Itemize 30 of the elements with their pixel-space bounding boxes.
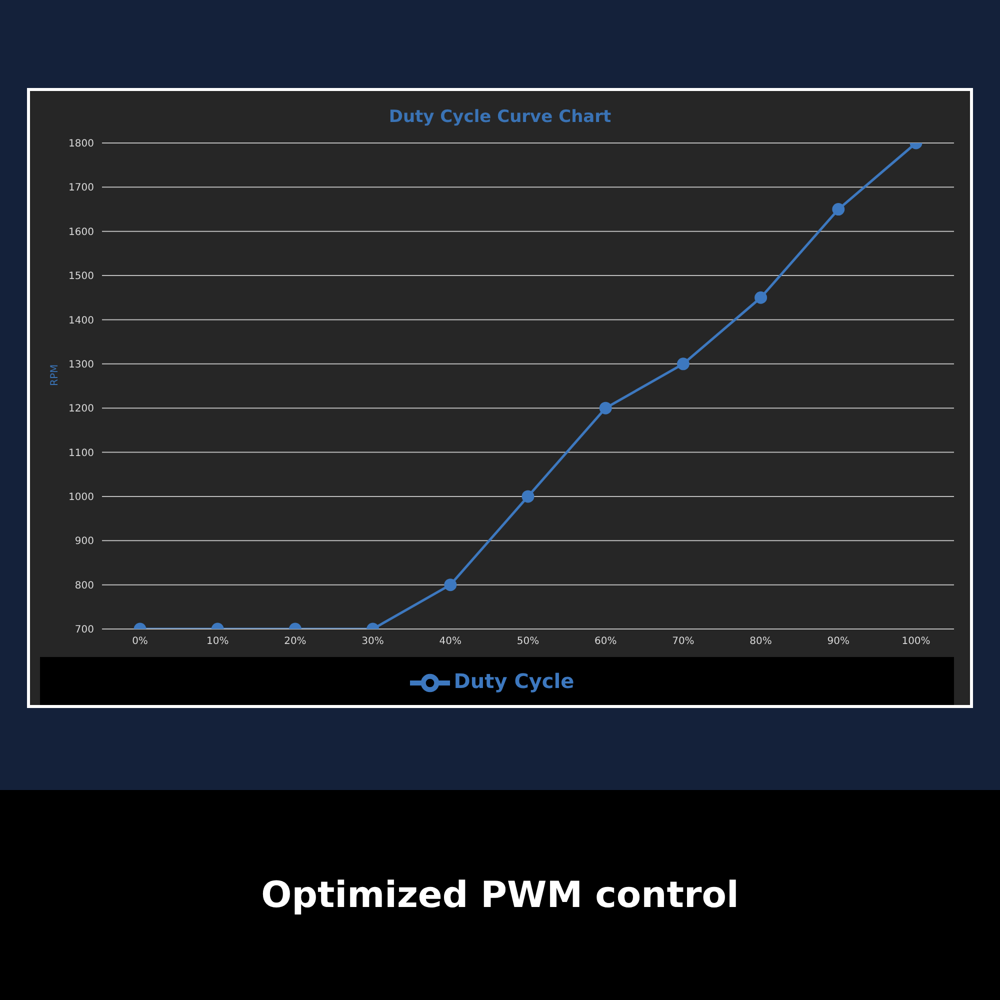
y-tick-label: 1100 — [68, 448, 94, 459]
x-tick-label: 50% — [516, 636, 540, 648]
y-tick-label: 900 — [74, 536, 94, 548]
y-tick-label: 800 — [74, 580, 94, 592]
y-tick-label: 1500 — [68, 271, 94, 282]
x-tick-label: 70% — [672, 636, 694, 648]
x-tick-label: 20% — [284, 636, 306, 648]
x-tick-label: 80% — [750, 636, 772, 648]
legend-label: Duty Cycle — [454, 669, 574, 693]
y-tick-label: 1200 — [68, 404, 94, 415]
y-axis-title: RPM — [50, 364, 61, 386]
y-tick-label: 1400 — [68, 315, 94, 326]
point — [754, 291, 768, 304]
x-tick-label: 30% — [362, 636, 384, 648]
x-tick-label: 100% — [902, 636, 930, 648]
y-tick-label: 700 — [74, 624, 94, 636]
y-tick-label: 1700 — [68, 182, 94, 194]
text: Optimized PWM control — [261, 874, 739, 916]
x-tick-label: 0% — [132, 636, 148, 648]
x-tick-label: 40% — [439, 636, 462, 648]
point — [676, 358, 690, 370]
point — [599, 402, 612, 414]
y-tick-label: 1000 — [68, 492, 94, 504]
x-tick-label: 90% — [827, 636, 850, 648]
x-tick-label: 10% — [206, 636, 229, 648]
chart-title: Duty Cycle Curve Chart — [388, 107, 612, 129]
y-tick-label: 1300 — [68, 359, 94, 370]
x-tick-label: 60% — [594, 636, 617, 648]
y-tick-label: 1600 — [68, 226, 94, 238]
y-tick-label: 1800 — [68, 138, 94, 150]
